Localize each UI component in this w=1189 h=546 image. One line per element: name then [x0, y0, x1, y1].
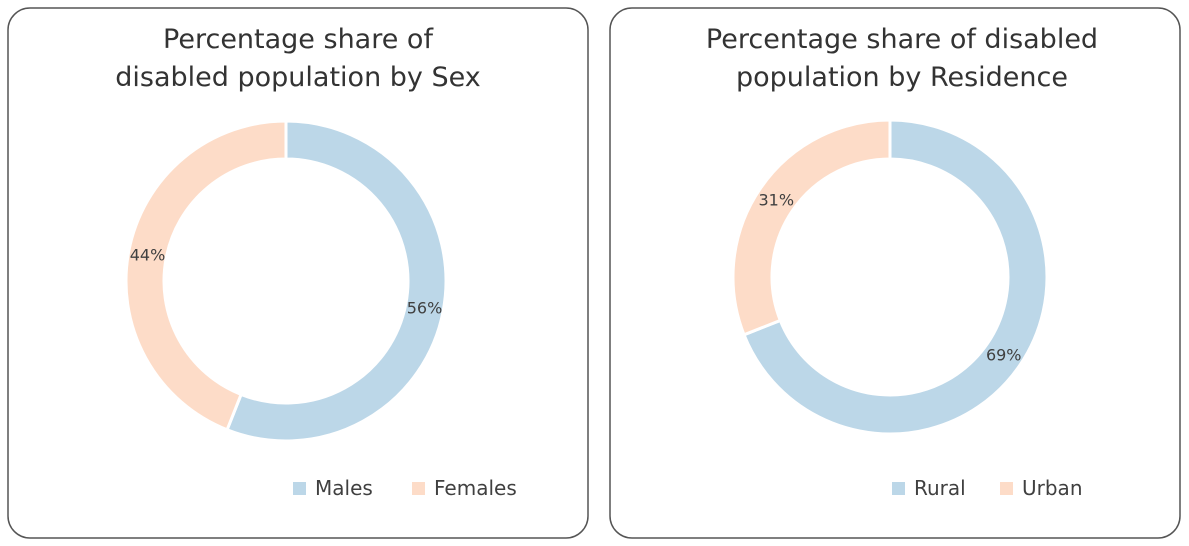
panel: [609, 7, 1181, 539]
legend-label: Rural: [914, 476, 966, 500]
legend-label: Males: [315, 476, 373, 500]
legend-swatch: [293, 482, 306, 495]
legend-swatch: [1000, 482, 1013, 495]
data-label: 44%: [130, 246, 166, 265]
panel: [7, 7, 589, 539]
donut-segment: [225, 119, 448, 443]
chart-title: Percentage share of: [163, 24, 434, 55]
donut-segment: [731, 118, 892, 337]
legend-swatch: [412, 482, 425, 495]
data-label: 56%: [407, 298, 443, 317]
data-label: 31%: [758, 191, 794, 210]
data-label: 69%: [986, 345, 1022, 364]
chart-title: disabled population by Sex: [115, 62, 480, 93]
legend-label: Females: [434, 476, 517, 500]
donut-segment: [124, 119, 288, 432]
legend-label: Urban: [1022, 476, 1083, 500]
chart-title: population by Residence: [736, 62, 1068, 93]
legend-swatch: [892, 482, 905, 495]
chart-title: Percentage share of disabled: [706, 24, 1098, 55]
donut-segment: [742, 118, 1049, 436]
